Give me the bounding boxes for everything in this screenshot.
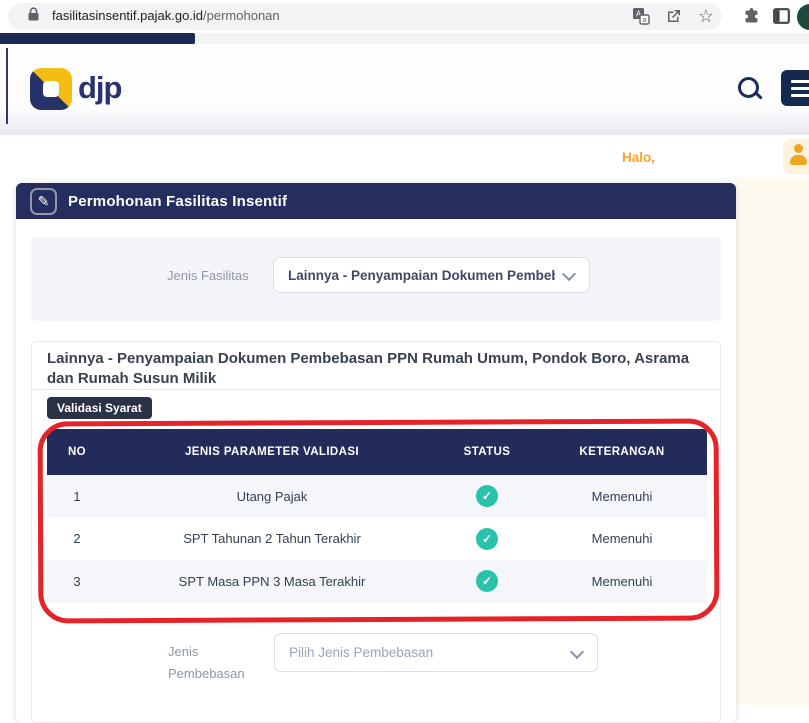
greeting-bar: [0, 135, 809, 178]
jenis-pembebasan-placeholder: Pilih Jenis Pembebasan: [289, 645, 434, 660]
jenis-fasilitas-value: Lainnya - Penyampaian Dokumen Pembeba...: [288, 267, 555, 283]
search-icon[interactable]: [738, 77, 759, 98]
djp-logo-text[interactable]: djp: [78, 70, 122, 105]
row-keterangan: Memenuhi: [591, 573, 653, 589]
url-bar[interactable]: [8, 3, 722, 30]
page-top-accent-bar: [0, 33, 195, 44]
lock-icon[interactable]: [27, 7, 40, 22]
check-circle-icon: ✓: [476, 570, 498, 593]
row-no: 2: [73, 531, 81, 547]
card-title: Permohonan Fasilitas Insentif: [68, 192, 288, 210]
menu-hamburger-button[interactable]: [781, 70, 809, 106]
browser-profile-avatar[interactable]: [797, 4, 809, 30]
star-bookmark-icon[interactable]: ☆: [697, 6, 715, 26]
permohonan-card: ✎ Permohonan Fasilitas Insentif Jenis Fa…: [16, 183, 736, 723]
section-title: Lainnya - Penyampaian Dokumen Pembebasan…: [47, 350, 690, 387]
section-divider: [32, 389, 720, 390]
header-no: NO: [67, 446, 87, 458]
validation-table: NO JENIS PARAMETER VALIDASI STATUS KETER…: [47, 429, 707, 603]
header-status: STATUS: [463, 446, 511, 458]
table-row: 3 SPT Masa PPN 3 Masa Terakhir ✓ Memenuh…: [47, 560, 707, 603]
toolbar-lower-strip: [195, 33, 809, 44]
person-icon: [790, 144, 807, 165]
row-parameter: SPT Tahunan 2 Tahun Terakhir: [183, 531, 361, 547]
header-parameter: JENIS PARAMETER VALIDASI: [184, 446, 360, 458]
jenis-fasilitas-label: Jenis Fasilitas: [167, 268, 249, 283]
page-background: [736, 178, 809, 705]
left-edge-rule: [6, 48, 8, 124]
svg-text:A: A: [636, 10, 642, 19]
row-status: ✓: [437, 475, 537, 518]
url-text[interactable]: fasilitasinsentif.pajak.go.id/permohonan: [52, 8, 280, 23]
side-panel-icon[interactable]: [771, 6, 791, 26]
table-header-row: NO JENIS PARAMETER VALIDASI STATUS KETER…: [47, 429, 707, 475]
jenis-pembebasan-label: Jenis Pembebasan: [168, 644, 245, 681]
row-no: 1: [73, 488, 81, 504]
row-parameter: Utang Pajak: [236, 488, 308, 504]
card-header: ✎ Permohonan Fasilitas Insentif: [16, 183, 736, 219]
chevron-down-icon: [569, 644, 585, 659]
djp-logo-icon[interactable]: [30, 68, 72, 110]
jenis-pembebasan-dropdown[interactable]: Pilih Jenis Pembebasan: [274, 633, 598, 672]
jenis-fasilitas-dropdown[interactable]: Lainnya - Penyampaian Dokumen Pembeba...: [273, 257, 590, 293]
row-parameter: SPT Masa PPN 3 Masa Terakhir: [178, 573, 366, 589]
url-domain: fasilitasinsentif.pajak.go.id: [52, 8, 204, 23]
row-status: ✓: [437, 518, 537, 561]
header-keterangan: KETERANGAN: [579, 446, 665, 458]
check-circle-icon: ✓: [476, 485, 498, 508]
validasi-syarat-badge: Validasi Syarat: [47, 397, 152, 419]
greeting-text: Halo,: [622, 150, 656, 165]
url-path: /permohonan: [203, 8, 280, 23]
row-status: ✓: [437, 560, 537, 603]
browser-toolbar: fasilitasinsentif.pajak.go.id/permohonan…: [0, 0, 809, 33]
svg-text:a: a: [643, 17, 647, 24]
table-row: 1 Utang Pajak ✓ Memenuhi: [47, 475, 707, 518]
share-icon[interactable]: [664, 6, 684, 26]
chevron-down-icon: [561, 266, 577, 282]
edit-pencil-icon: ✎: [30, 187, 57, 215]
row-keterangan: Memenuhi: [591, 531, 653, 547]
row-no: 3: [73, 573, 81, 589]
check-circle-icon: ✓: [476, 527, 498, 550]
user-avatar-button[interactable]: [783, 139, 809, 174]
extensions-puzzle-icon[interactable]: [741, 6, 761, 26]
row-keterangan: Memenuhi: [591, 488, 653, 504]
djp-logo-hole: [43, 81, 59, 97]
table-row: 2 SPT Tahunan 2 Tahun Terakhir ✓ Memenuh…: [47, 517, 707, 561]
validation-section: Lainnya - Penyampaian Dokumen Pembebasan…: [31, 341, 721, 723]
